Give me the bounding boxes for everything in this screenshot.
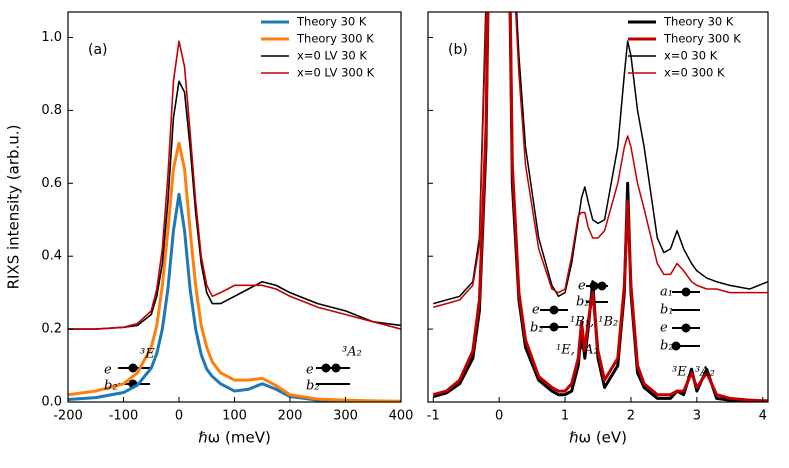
annotation: e bbox=[578, 279, 586, 294]
data-line bbox=[68, 80, 401, 330]
x-tick-label: -200 bbox=[53, 409, 83, 424]
x-tick-label: 0 bbox=[175, 409, 183, 424]
legend-label: x=0 30 K bbox=[664, 49, 718, 63]
annotation: b₂ bbox=[530, 321, 544, 336]
x-tick-label: 0 bbox=[495, 409, 503, 424]
legend-label: x=0 300 K bbox=[664, 66, 725, 80]
annotation: b₂ bbox=[306, 379, 320, 394]
x-tick-label: -100 bbox=[109, 409, 139, 424]
x-tick-label: 400 bbox=[389, 409, 414, 424]
x-tick-label: 300 bbox=[333, 409, 358, 424]
data-line bbox=[432, 12, 768, 402]
legend-label: Theory 300 K bbox=[296, 32, 374, 46]
panel-label: (a) bbox=[88, 42, 108, 58]
legend-label: x=0 LV 300 K bbox=[297, 66, 375, 80]
annotation: e bbox=[306, 363, 314, 378]
annotation: e bbox=[532, 303, 540, 318]
x-axis-label: ℏω (eV) bbox=[569, 429, 627, 447]
x-tick-label: 3 bbox=[693, 409, 701, 424]
annotation: e bbox=[660, 321, 668, 336]
x-axis-label: ℏω (meV) bbox=[198, 429, 271, 447]
y-tick-label: 0.0 bbox=[41, 395, 62, 410]
annotation: b₂ bbox=[660, 339, 674, 354]
x-tick-label: 100 bbox=[222, 409, 247, 424]
x-tick-label: 4 bbox=[759, 409, 767, 424]
y-axis-label: RIXS intensity (arb.u.) bbox=[5, 125, 23, 290]
data-line bbox=[68, 192, 401, 402]
y-tick-label: 0.4 bbox=[41, 249, 62, 264]
y-tick-label: 0.2 bbox=[41, 322, 62, 337]
y-tick-label: 0.8 bbox=[41, 103, 62, 118]
annotation: ³A₂ bbox=[342, 345, 362, 360]
annotation: a₁ bbox=[660, 285, 673, 300]
plot-area bbox=[432, 12, 768, 402]
x-tick-label: 1 bbox=[561, 409, 569, 424]
axes-frame bbox=[427, 11, 769, 403]
x-tick-label: -1 bbox=[427, 409, 440, 424]
annotation: e bbox=[104, 363, 112, 378]
annotation: ³E bbox=[140, 347, 155, 362]
x-tick-label: 200 bbox=[278, 409, 303, 424]
y-tick-label: 0.6 bbox=[41, 176, 62, 191]
panel-label: (b) bbox=[448, 42, 468, 58]
legend-label: Theory 30 K bbox=[663, 15, 734, 29]
annotation: ¹B₁, ¹B₂ bbox=[570, 315, 618, 330]
data-line bbox=[433, 12, 768, 308]
plot-area bbox=[68, 40, 401, 402]
x-tick-label: 2 bbox=[627, 409, 635, 424]
data-line bbox=[68, 141, 401, 402]
annotation: ¹E, ¹A₂ bbox=[556, 343, 599, 358]
data-line bbox=[68, 40, 401, 330]
orbital-diagrams bbox=[118, 281, 700, 389]
data-line bbox=[433, 12, 768, 305]
y-tick-label: 1.0 bbox=[41, 30, 62, 45]
annotation: b₂ bbox=[576, 295, 590, 310]
annotation: ³E, ³A₂ bbox=[672, 365, 715, 380]
legend-label: Theory 30 K bbox=[296, 15, 367, 29]
annotation: b₁ bbox=[660, 303, 674, 318]
legend-label: x=0 LV 30 K bbox=[297, 49, 367, 63]
annotation: b₂ bbox=[104, 379, 118, 394]
legend-label: Theory 300 K bbox=[663, 32, 741, 46]
